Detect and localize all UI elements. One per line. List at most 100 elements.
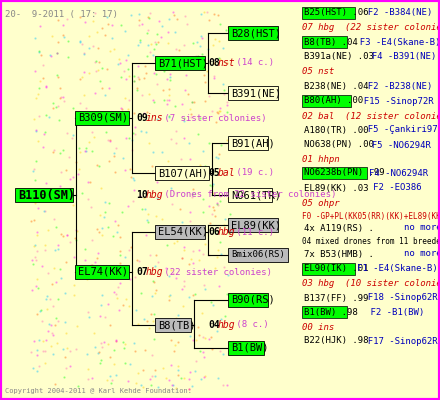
Point [146, 49, 153, 55]
Point [139, 92, 146, 98]
Point [96, 59, 103, 65]
Point [219, 81, 226, 88]
Point [165, 96, 172, 103]
Point [224, 272, 231, 278]
Point [154, 233, 161, 240]
Point [213, 226, 220, 232]
Point [31, 338, 38, 344]
Point [211, 73, 218, 80]
Point [209, 181, 216, 187]
Point [139, 21, 146, 27]
Point [99, 232, 106, 238]
Point [63, 130, 70, 136]
Point [194, 52, 201, 59]
Point [88, 375, 95, 382]
Point [217, 316, 224, 322]
Point [33, 128, 40, 134]
Point [216, 198, 224, 204]
Point [127, 360, 134, 367]
Point [64, 16, 71, 22]
Text: (Drones from 22 sister colonies): (Drones from 22 sister colonies) [159, 190, 336, 200]
Point [117, 60, 124, 66]
Point [36, 363, 43, 369]
Text: B391(NE): B391(NE) [231, 88, 281, 98]
Point [50, 332, 57, 338]
Point [212, 228, 219, 234]
Point [199, 196, 206, 203]
Point [61, 319, 68, 326]
Point [113, 337, 120, 343]
Point [215, 154, 222, 161]
Text: EL89(KK) .03: EL89(KK) .03 [304, 184, 368, 192]
Text: (14 c.): (14 c.) [231, 58, 274, 68]
Point [158, 216, 165, 222]
Point [220, 381, 227, 388]
Point [174, 15, 181, 22]
Point [128, 146, 135, 153]
Point [69, 135, 76, 142]
Point [103, 377, 110, 383]
Point [220, 91, 227, 98]
Point [120, 155, 127, 161]
Point [49, 100, 56, 107]
Point [32, 254, 39, 260]
Point [57, 182, 64, 189]
Point [97, 212, 104, 218]
Point [135, 11, 142, 17]
Point [223, 26, 230, 33]
Text: B22(HJK) .98: B22(HJK) .98 [304, 336, 368, 346]
Point [154, 223, 161, 229]
Point [134, 86, 141, 93]
Point [92, 10, 99, 17]
Point [158, 23, 165, 30]
Point [205, 269, 212, 276]
Point [129, 130, 136, 136]
Point [125, 202, 132, 209]
Point [48, 322, 55, 328]
Point [131, 130, 138, 137]
Point [86, 32, 93, 39]
Point [154, 115, 161, 122]
Text: 4x A119(RS) .: 4x A119(RS) . [304, 224, 374, 232]
Point [143, 232, 150, 238]
Point [114, 61, 121, 68]
Point [27, 217, 34, 224]
Point [59, 32, 66, 39]
Point [29, 168, 37, 174]
Text: (7 sister colonies): (7 sister colonies) [159, 114, 267, 122]
Point [109, 376, 116, 383]
Point [151, 99, 158, 105]
Point [71, 254, 78, 260]
Point [117, 252, 124, 259]
Point [116, 56, 123, 62]
Point [188, 164, 195, 170]
Point [173, 238, 180, 244]
Point [192, 358, 199, 364]
Text: 07: 07 [136, 267, 148, 277]
Point [58, 169, 65, 176]
Point [53, 49, 60, 56]
Point [150, 336, 158, 342]
Point [81, 18, 88, 25]
Point [63, 344, 70, 351]
Point [189, 191, 196, 197]
Point [214, 12, 221, 18]
Point [172, 342, 179, 348]
Point [158, 34, 165, 41]
Point [224, 109, 231, 116]
Text: 20-  9-2011 ( 17: 17): 20- 9-2011 ( 17: 17) [5, 10, 118, 19]
Point [29, 261, 37, 267]
Text: F4 -B391(NE): F4 -B391(NE) [361, 52, 436, 62]
FancyBboxPatch shape [302, 167, 367, 179]
Point [97, 121, 104, 128]
Point [87, 179, 94, 186]
Point [108, 22, 115, 28]
Point [143, 318, 150, 324]
Point [146, 140, 153, 146]
Point [99, 25, 106, 31]
Point [211, 206, 218, 213]
Point [200, 334, 207, 340]
Point [72, 237, 79, 243]
Point [140, 384, 147, 390]
Point [191, 291, 198, 297]
